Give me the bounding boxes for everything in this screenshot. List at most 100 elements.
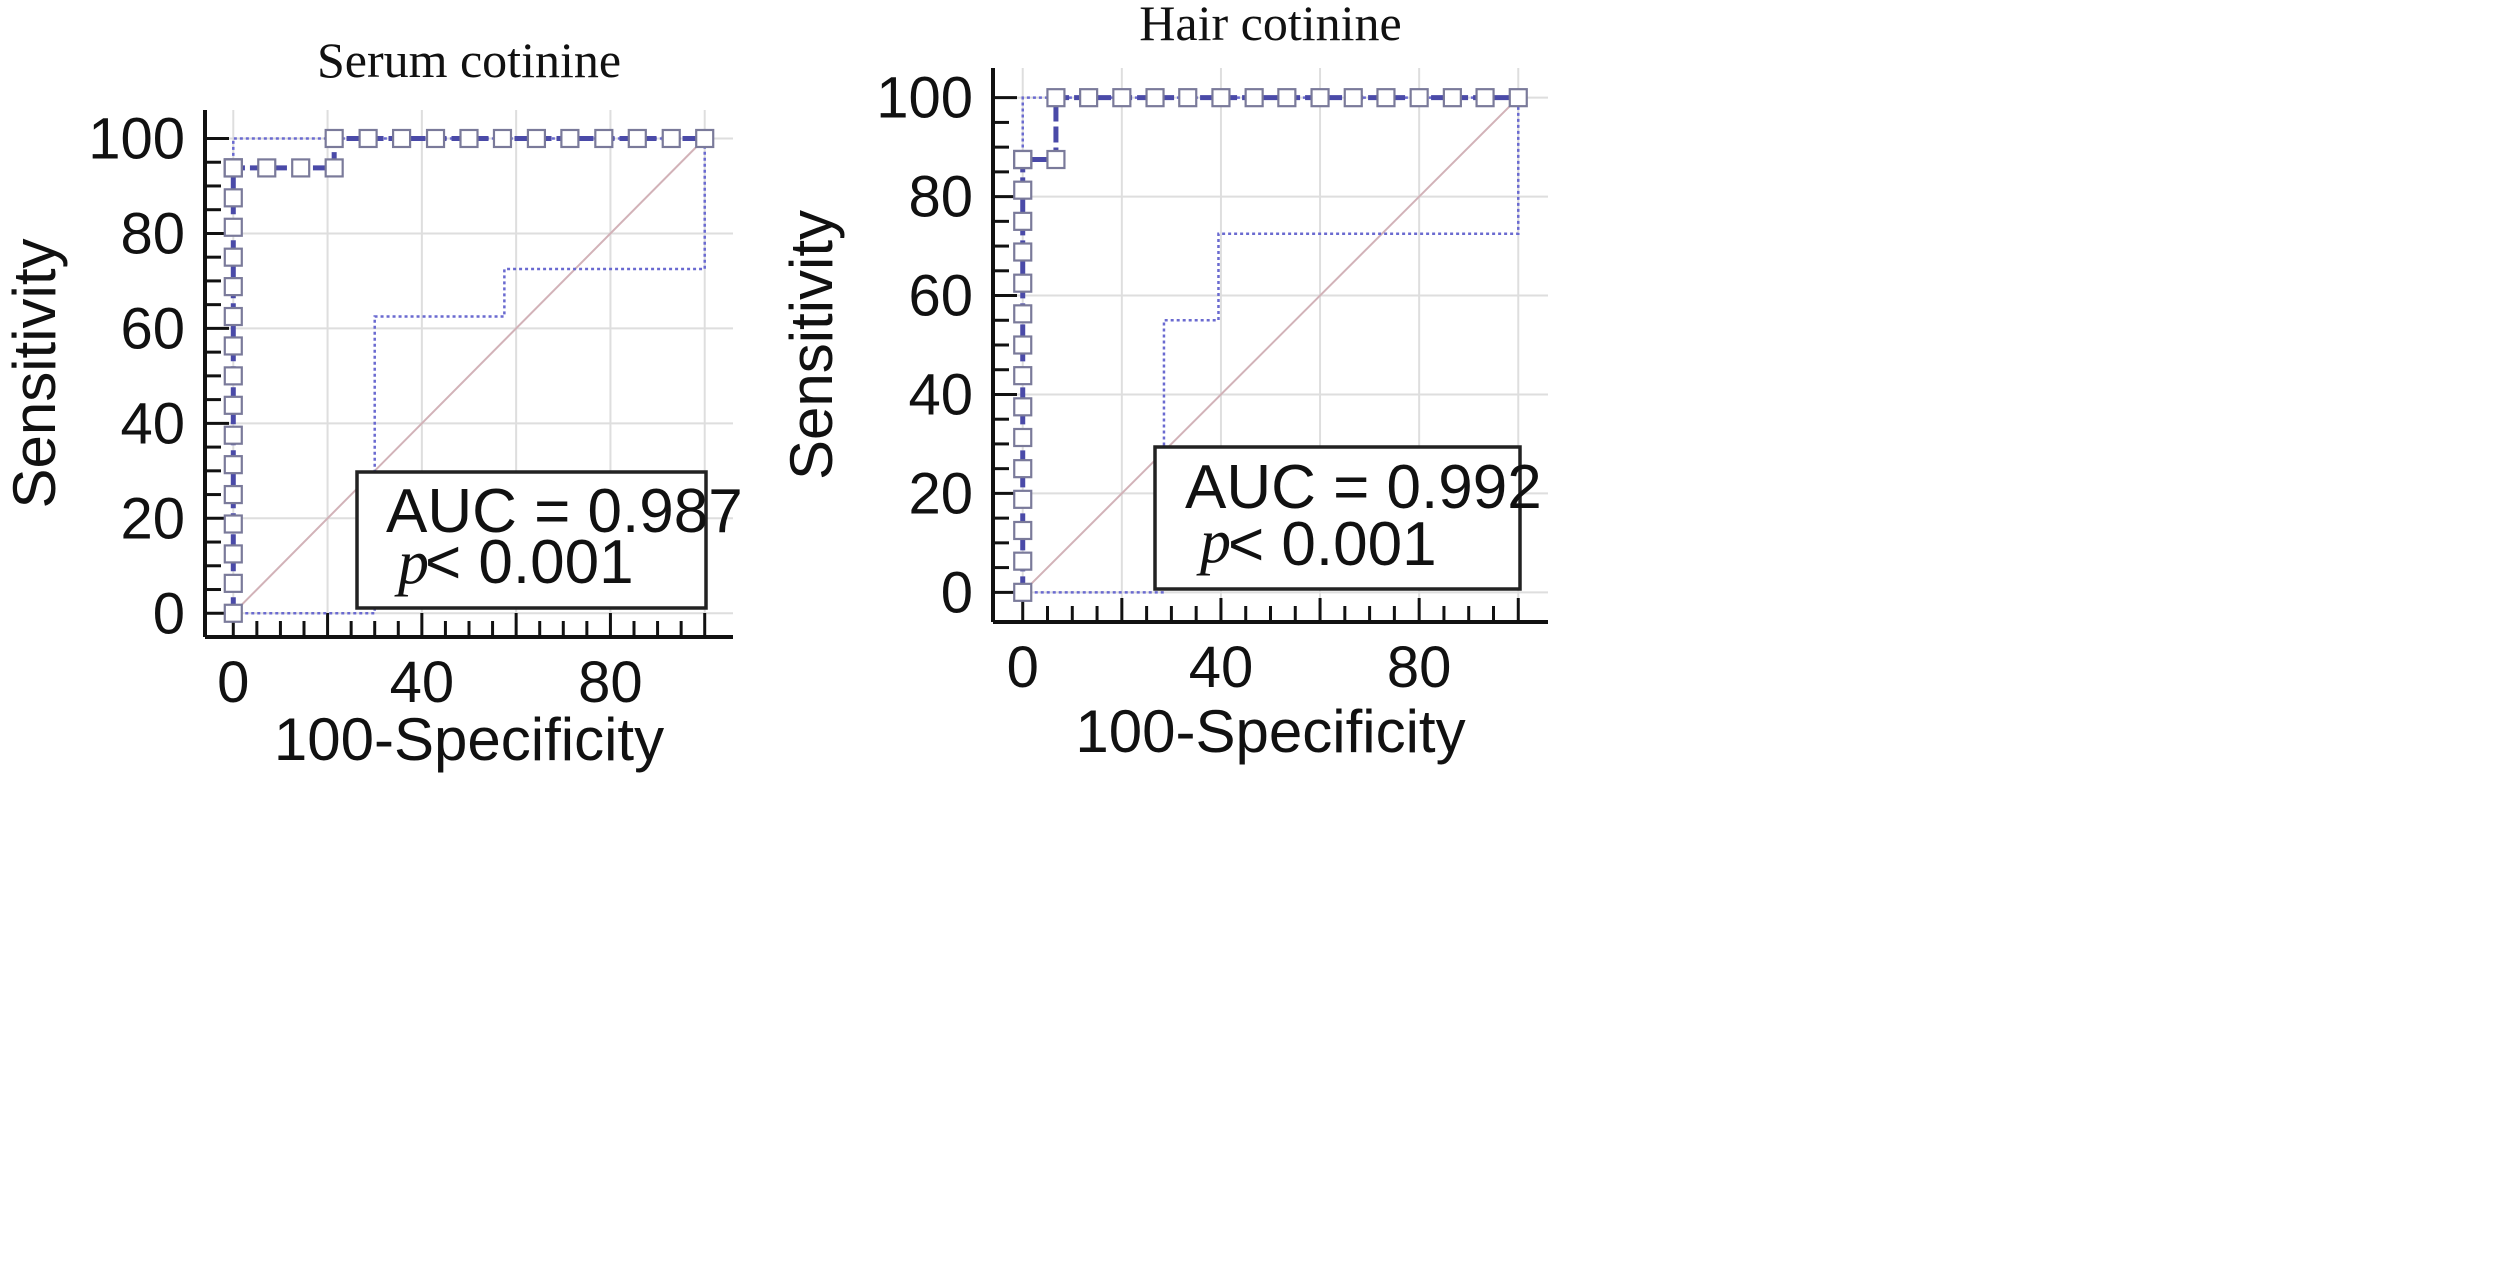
- roc-point: [661, 128, 681, 149]
- roc-point: [257, 158, 277, 178]
- y-tick-label: 20: [120, 486, 185, 551]
- roc-point: [1376, 88, 1396, 108]
- x-tick-label: 80: [1387, 635, 1452, 700]
- reference-diagonal: [232, 137, 706, 614]
- auc-annotation-box: [1153, 445, 1522, 591]
- chart-panel-1: 0 40 80 0 20 40 60 80 100 Serum cotinine 100-Speci…: [1, 32, 743, 773]
- x-tick-label: 0: [217, 650, 249, 715]
- roc-point: [1277, 88, 1297, 108]
- roc-point: [459, 128, 479, 149]
- y-tick-label: 20: [908, 461, 973, 526]
- y-tick-label: 0: [153, 581, 185, 646]
- x-axis-title: 100-Specificity: [1075, 698, 1465, 765]
- p-symbol: p: [1196, 508, 1231, 576]
- roc-point: [1475, 88, 1495, 108]
- x-tick-label: 80: [578, 650, 643, 715]
- roc-point: [526, 128, 547, 149]
- roc-point: [324, 128, 344, 149]
- roc-point: [223, 336, 243, 356]
- roc-point: [1013, 489, 1033, 509]
- grid: [205, 110, 733, 637]
- roc-point: [1013, 427, 1033, 448]
- ci-lower-line: [1022, 97, 1520, 594]
- chart-title: Serum cotinine: [317, 32, 621, 88]
- p-value-text: < 0.001: [1228, 510, 1437, 579]
- roc-point: [223, 188, 243, 208]
- roc-point: [1310, 88, 1330, 108]
- roc-point: [1112, 88, 1132, 108]
- roc-point: [1013, 397, 1033, 417]
- roc-point: [223, 425, 243, 445]
- roc-point: [492, 128, 513, 149]
- roc-point: [1409, 88, 1429, 108]
- x-tick-label: 40: [390, 650, 455, 715]
- roc-point: [1013, 366, 1033, 386]
- roc-point: [560, 128, 580, 149]
- roc-point: [223, 484, 243, 505]
- roc-point: [223, 366, 243, 386]
- roc-point: [1244, 88, 1264, 108]
- roc-point: [391, 128, 412, 149]
- roc-point: [695, 128, 715, 149]
- x-axis-title: 100-Specificity: [274, 706, 664, 773]
- roc-point: [594, 128, 614, 149]
- chart-title: Hair cotinine: [1139, 0, 1401, 51]
- y-tick-label: 80: [120, 201, 185, 266]
- y-tick-label: 80: [908, 165, 973, 230]
- roc-point: [1178, 88, 1198, 108]
- roc-point: [1013, 551, 1033, 571]
- roc-point: [1046, 149, 1066, 170]
- roc-point: [1145, 88, 1165, 108]
- roc-point: [291, 158, 311, 178]
- roc-point: [223, 306, 243, 327]
- roc-point: [223, 158, 243, 178]
- roc-point: [1343, 88, 1363, 108]
- roc-point: [1013, 520, 1033, 541]
- reference-diagonal: [1022, 96, 1519, 594]
- auc-text: AUC = 0.992: [1185, 453, 1542, 522]
- roc-point: [223, 217, 243, 237]
- roc-point: [223, 573, 243, 593]
- roc-point: [223, 514, 243, 534]
- roc-point: [223, 455, 243, 475]
- roc-point: [1013, 149, 1033, 170]
- roc-markers: [223, 128, 715, 623]
- y-axis-title: Sensitivity: [1, 238, 68, 508]
- roc-point: [1508, 88, 1528, 108]
- roc-point: [1013, 304, 1033, 324]
- y-tick-label: 0: [941, 560, 973, 625]
- roc-point: [324, 158, 344, 178]
- roc-point: [1013, 180, 1033, 200]
- roc-point: [1013, 273, 1033, 293]
- auc-text: AUC = 0.987: [386, 477, 743, 546]
- roc-point: [1013, 211, 1033, 231]
- auc-annotation-box: [355, 470, 708, 610]
- roc-point: [425, 128, 446, 149]
- p-value-text: < 0.001: [425, 528, 634, 597]
- roc-markers: [1013, 88, 1528, 602]
- chart-panel-2: 0 40 80 0 20 40 60 80 100 Hair cotinine 100-Specif…: [778, 0, 1548, 765]
- roc-point: [1013, 459, 1033, 479]
- y-axis-title: Sensitivity: [778, 210, 845, 480]
- roc-point: [627, 128, 647, 149]
- p-symbol: p: [394, 529, 429, 597]
- roc-point: [223, 544, 243, 564]
- y-tick-label: 100: [88, 106, 185, 171]
- roc-point: [1442, 88, 1462, 108]
- roc-point: [1013, 242, 1033, 262]
- roc-point: [1046, 88, 1066, 108]
- y-tick-label: 60: [120, 296, 185, 361]
- roc-point: [223, 277, 243, 297]
- roc-point: [223, 603, 243, 623]
- roc-point: [1211, 88, 1231, 108]
- roc-point: [1013, 335, 1033, 355]
- roc-point: [358, 128, 378, 149]
- roc-point: [1079, 88, 1099, 108]
- x-tick-label: 0: [1007, 635, 1039, 700]
- roc-point: [223, 247, 243, 267]
- y-tick-label: 40: [908, 362, 973, 427]
- roc-point: [1013, 582, 1033, 602]
- y-tick-label: 60: [908, 264, 973, 329]
- roc-point: [223, 395, 243, 415]
